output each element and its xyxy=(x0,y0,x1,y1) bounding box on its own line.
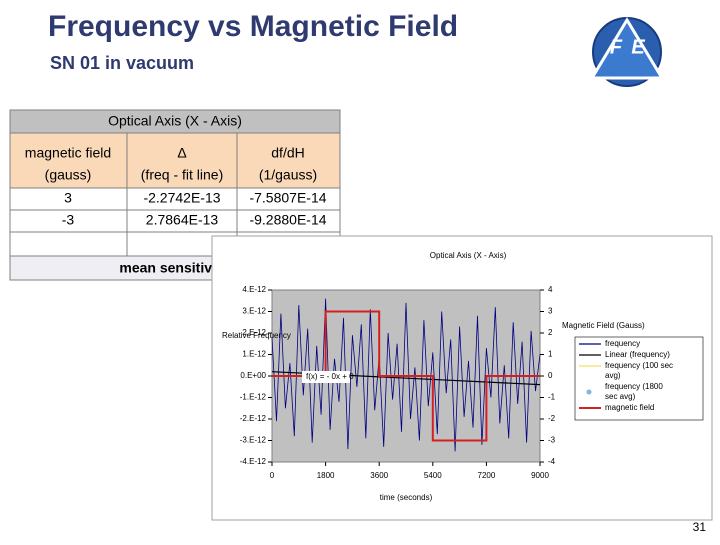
y2-tick-label: 4 xyxy=(548,285,553,294)
legend-label: frequency (1800 sec avg) xyxy=(605,382,663,401)
series-line xyxy=(272,310,540,442)
table-title-bg xyxy=(10,110,340,133)
y2-tick-label: -4 xyxy=(548,457,556,466)
y-tick-label: -4.E-12 xyxy=(240,457,267,466)
annotation: f(x) = - 0x + 0 xyxy=(306,372,354,381)
y-tick-label: 3.E-12 xyxy=(242,307,266,316)
table-cell: -3 xyxy=(62,212,75,228)
y2-tick-label: -1 xyxy=(548,393,556,402)
x-tick-label: 3600 xyxy=(370,471,388,480)
x-tick-label: 1800 xyxy=(317,471,335,480)
x-tick-label: 5400 xyxy=(424,471,442,480)
x-tick-label: 0 xyxy=(270,471,275,480)
table-cell: -2.2742E-13 xyxy=(143,190,220,206)
y-tick-label: -1.E-12 xyxy=(240,393,267,402)
y-tick-label: -2.E-12 xyxy=(240,414,267,423)
chart: Optical Axis (X - Axis) Relative Frequenc… xyxy=(222,251,704,502)
logo-letter: F xyxy=(610,36,623,58)
y2-tick-label: -2 xyxy=(548,414,556,423)
subtitle: SN 01 in vacuum xyxy=(50,53,194,73)
series-line xyxy=(271,298,541,452)
table-header-cell: df/dH xyxy=(271,145,304,161)
legend-label: frequency xyxy=(605,339,640,348)
x-tick-label: 7200 xyxy=(478,471,496,480)
legend-label: magnetic field xyxy=(605,403,654,412)
chart-title: Optical Axis (X - Axis) xyxy=(430,251,507,260)
table-header-cell: (1/gauss) xyxy=(259,167,317,183)
legend-label: frequency (100 sec avg) xyxy=(605,361,673,380)
y-tick-label: 4.E-12 xyxy=(242,285,266,294)
title: Frequency vs Magnetic Field xyxy=(48,10,458,43)
table-cell: 3 xyxy=(64,190,72,206)
legend-swatch xyxy=(586,389,592,395)
x-axis-label: time (seconds) xyxy=(380,493,433,502)
table-cell: 2.7864E-13 xyxy=(146,212,219,228)
y2-tick-label: 0 xyxy=(548,371,553,380)
table-header-cell: magnetic field xyxy=(25,145,111,161)
y-axis-label: Relative Frequency xyxy=(222,331,291,340)
table-cell: -9.2880E-14 xyxy=(249,212,326,228)
table-header-cell: (freq - fit line) xyxy=(141,167,223,183)
y-tick-label: 1.E-12 xyxy=(242,350,266,359)
y2-axis-label: Magnetic Field (Gauss) xyxy=(562,321,645,330)
table-title: Optical Axis (X - Axis) xyxy=(108,113,242,129)
table-cell: -7.5807E-14 xyxy=(249,190,326,206)
legend-label: Linear (frequency) xyxy=(605,350,670,359)
logo-letter: E xyxy=(631,36,645,58)
table-header-cell: (gauss) xyxy=(45,167,92,183)
y2-tick-label: 1 xyxy=(548,350,553,359)
y-tick-label: 0.E+00 xyxy=(240,371,266,380)
table-header-bg xyxy=(10,133,340,188)
y2-tick-label: -3 xyxy=(548,436,556,445)
annotation-box xyxy=(302,371,350,383)
y2-tick-label: 2 xyxy=(548,328,553,337)
table-header-cell: Δ xyxy=(177,145,186,161)
logo-triangle xyxy=(589,17,665,80)
y-tick-label: -3.E-12 xyxy=(240,436,267,445)
page-number: 31 xyxy=(693,520,707,534)
logo: F E xyxy=(589,17,665,87)
y2-tick-label: 3 xyxy=(548,307,553,316)
y-tick-label: 2.E-12 xyxy=(242,328,266,337)
summary-label: mean sensitivity: xyxy=(119,260,233,276)
legend-box xyxy=(574,336,704,421)
x-tick-label: 9000 xyxy=(531,471,549,480)
